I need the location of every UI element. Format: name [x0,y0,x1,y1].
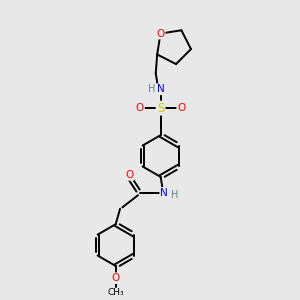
Text: N: N [160,188,168,198]
Text: H: H [172,190,179,200]
Text: O: O [156,28,165,39]
Text: S: S [157,102,164,115]
Text: H: H [148,84,155,94]
Text: O: O [125,170,134,180]
Text: O: O [112,273,120,283]
Text: O: O [136,103,144,113]
Text: O: O [177,103,186,113]
Text: N: N [157,84,164,94]
Text: CH₃: CH₃ [107,288,124,297]
